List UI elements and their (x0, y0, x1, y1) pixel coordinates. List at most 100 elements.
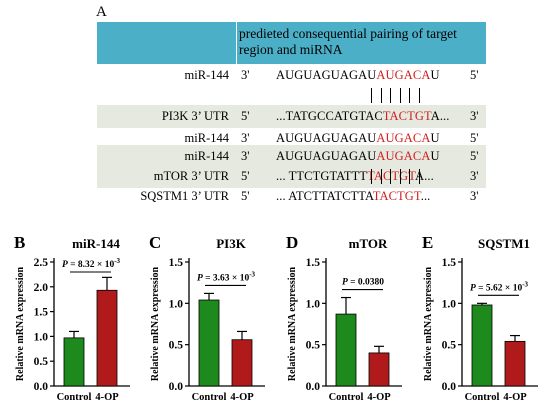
binding-site: TACTGT (367, 169, 416, 183)
x-tick-label: 4-OP (503, 392, 527, 403)
y-tick-label: 0.5 (306, 340, 321, 352)
seq-suffix: U (430, 68, 440, 82)
y-axis-label: Relative mRNA expression (150, 266, 161, 381)
strand-end-left: 3' (241, 131, 250, 145)
seed-sequence: AUGACA (376, 68, 431, 82)
bar (504, 340, 526, 387)
y-tick-label: 1.0 (34, 331, 49, 343)
seq-prefix: ...TATGCCATGTAC (276, 109, 383, 123)
seq-prefix: AUGUAGUAGAU (276, 68, 377, 82)
p-value-label: P = 5.62 × 10-3 (470, 280, 529, 293)
seed-sequence: AUGACA (376, 131, 431, 145)
chart-pi3k: C PI3K Relative mRNA expression 0.0 0.5 1.0 1.… (149, 233, 265, 403)
panel-a-letter: A (96, 4, 107, 20)
p-value-label: P = 8.32 × 10-3 (62, 257, 121, 270)
seq-suffix: U (430, 131, 440, 145)
bar (368, 352, 390, 387)
binding-site: TACTGT (382, 109, 431, 123)
y-tick-label: 1.0 (169, 298, 184, 310)
pair-line (418, 149, 420, 164)
y-tick-label: 0.0 (306, 381, 321, 393)
pair-line (409, 149, 410, 164)
pair-line (399, 149, 401, 164)
pairing-table: predieted consequential pairing of targe… (97, 22, 486, 206)
p-value-label: P = 0.0380 (342, 278, 384, 288)
table-header-divider (236, 22, 237, 64)
strand-end-left: 5' (241, 109, 250, 123)
y-tick-label: 1.0 (306, 298, 321, 310)
strand-end-right: 5' (470, 131, 479, 145)
y-tick-label: 1.5 (169, 257, 184, 269)
y-tick-label: 0.0 (442, 381, 457, 393)
seq-prefix: AUGUAGUAGAU (276, 131, 377, 145)
mirna-sequence: AUGUAGUAGAUAUGACAU (276, 68, 440, 83)
y-tick-label: 1.5 (34, 307, 49, 319)
mirna-name: miR-144 (184, 131, 229, 145)
chart-title: SQSTM1 (478, 236, 530, 251)
y-tick-label: 0.5 (442, 340, 457, 352)
mirna-row: miR-144 3' AUGUAGUAGAUAUGACAU 5' (97, 127, 486, 150)
chart-title: PI3K (216, 236, 247, 251)
panel-letter: E (422, 233, 433, 252)
pair-line (371, 88, 372, 103)
target-sequence: ...TATGCCATGTACTACTGTA... (276, 109, 450, 124)
mirna-name: miR-144 (184, 68, 229, 82)
x-tick-label: Control (465, 392, 500, 403)
x-tick-label: 4-OP (95, 392, 119, 403)
panel-letter: C (149, 233, 161, 252)
strand-end-left: 3' (241, 68, 250, 82)
target-name: PI3K 3’ UTR (161, 109, 229, 123)
y-axis-label: Relative mRNA expression (423, 266, 434, 381)
pair-line (380, 88, 382, 103)
y-tick-label: 2.0 (34, 282, 49, 294)
pair-line (380, 149, 382, 164)
target-row: mTOR 3’ UTR 5' ... TTCTGTATTTTACTGTA... … (97, 165, 486, 188)
y-tick-label: 0.0 (169, 381, 184, 393)
y-tick-label: 0.5 (34, 356, 49, 368)
bar (96, 289, 118, 387)
strand-end-right: 3' (470, 109, 479, 123)
strand-end-left: 5' (241, 169, 250, 183)
x-tick-label: 4-OP (367, 392, 391, 403)
pair-line (390, 149, 391, 164)
bar (231, 339, 253, 387)
target-row: PI3K 3’ UTR 5' ...TATGCCATGTACTACTGTA...… (97, 105, 486, 128)
pair-line (409, 88, 410, 103)
bar (335, 313, 357, 387)
strand-end-right: 5' (470, 68, 479, 82)
mirna-sequence: AUGUAGUAGAUAUGACAU (276, 131, 440, 146)
x-tick-label: Control (57, 392, 92, 403)
pairing-lines (97, 148, 486, 166)
chart-sqstm1: E SQSTM1 Relative mRNA expression 0.0 0.5 1.0… (422, 233, 538, 403)
pair-line (399, 88, 401, 103)
target-name: mTOR 3’ UTR (153, 169, 229, 183)
panel-letter: B (14, 233, 25, 252)
pairing-lines (97, 87, 486, 105)
y-tick-label: 1.5 (442, 257, 457, 269)
pair-line (418, 88, 420, 103)
x-tick-label: 4-OP (230, 392, 254, 403)
chart-title: mTOR (349, 236, 388, 251)
y-tick-label: 0.5 (169, 340, 184, 352)
mirna-row: miR-144 3' AUGUAGUAGAUAUGACAU 5' (97, 64, 486, 87)
x-tick-label: Control (329, 392, 364, 403)
bar (198, 299, 220, 387)
table-header-left (97, 22, 236, 64)
panel-letter: D (286, 233, 298, 252)
y-axis-label: Relative mRNA expression (287, 266, 298, 381)
chart-title: miR-144 (72, 236, 120, 251)
pair-line (390, 88, 391, 103)
pair-line (371, 149, 372, 164)
bar (63, 337, 85, 387)
seq-prefix: ... TTCTGTATTT (276, 169, 368, 183)
seq-suffix: A... (415, 169, 434, 183)
bar (471, 304, 493, 387)
y-tick-label: 0.0 (34, 381, 49, 393)
p-value-label: P = 3.63 × 10-3 (197, 270, 256, 283)
y-tick-label: 2.5 (34, 257, 49, 269)
table-header-title: predieted consequential pairing of targe… (237, 22, 486, 64)
x-tick-label: Control (192, 392, 227, 403)
strand-end-right: 3' (470, 169, 479, 183)
